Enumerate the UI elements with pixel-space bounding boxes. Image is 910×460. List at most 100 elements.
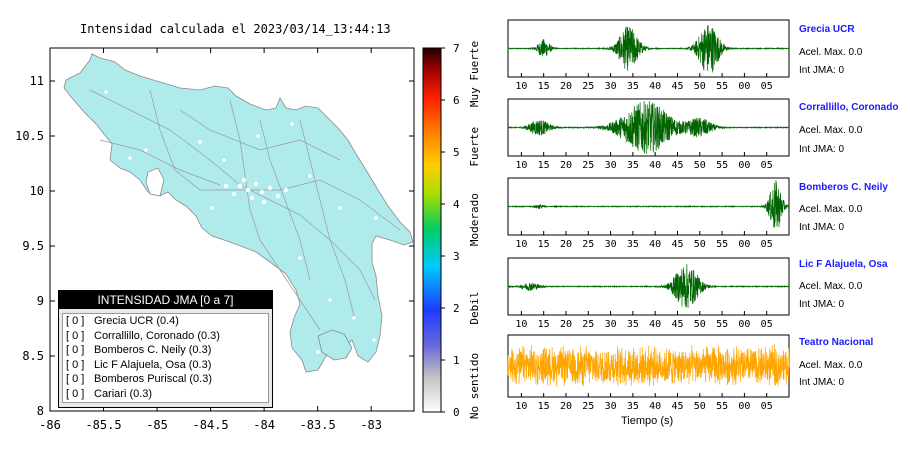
legend-row-label: Grecia UCR (0.4) — [94, 315, 179, 327]
colorbar-category-label: Muy Fuerte — [468, 41, 481, 107]
seismogram-tick-label: 05 — [761, 81, 773, 92]
colorbar-tick-label: 6 — [453, 94, 460, 107]
legend-row-code: [ 0 ] — [66, 358, 85, 371]
seismogram-tick-label: 15 — [538, 319, 550, 330]
map-y-tick-label: 9.5 — [22, 239, 44, 253]
seismogram-tick-label: 40 — [649, 160, 661, 171]
map-title: Intensidad calculada el 2023/03/14_13:44… — [80, 22, 391, 36]
seismogram-tick-label: 30 — [605, 160, 617, 171]
seismogram-trace — [507, 101, 790, 154]
seismogram-tick-label: 55 — [716, 319, 728, 330]
map-y-tick-label: 10.5 — [15, 129, 44, 143]
seismogram-tick-label: 30 — [605, 319, 617, 330]
seismogram-tick-label: 35 — [627, 81, 639, 92]
colorbar-category-label: Fuerte — [468, 127, 481, 167]
map-y-tick-label: 9 — [37, 294, 44, 308]
seismogram-panels: 10 15 20 25 30 35 40 45 50 55 00 05 10 15 20 25 30 35 40 45… — [507, 19, 790, 412]
seismogram-tick-label: 40 — [649, 239, 661, 250]
legend-header: INTENSIDAD JMA [0 a 7] — [59, 291, 272, 309]
seismogram-tick-label: 40 — [649, 81, 661, 92]
seismogram-tick-label: 05 — [761, 160, 773, 171]
road-network — [89, 89, 401, 331]
colorbar-tick-label: 2 — [453, 302, 460, 315]
station-jma: Int JMA: 0 — [799, 222, 845, 233]
osa-peninsula — [317, 329, 353, 361]
intensity-legend: INTENSIDAD JMA [0 a 7] [ 0 ] Grecia UCR (… — [58, 290, 273, 408]
seismogram-tick-label: 20 — [560, 401, 572, 412]
seismogram-tick-label: 15 — [538, 401, 550, 412]
station-jma: Int JMA: 0 — [799, 377, 845, 388]
legend-row: [ 0 ] Cariari (0.3) — [63, 387, 268, 402]
seismogram-tick-label: 35 — [627, 319, 639, 330]
seismogram-tick-label: 40 — [649, 401, 661, 412]
seismogram-tick-label: 20 — [560, 239, 572, 250]
map-x-tick-label: -84 — [253, 418, 275, 432]
map-x-tick-label: -85 — [146, 418, 168, 432]
colorbar-tick-label: 1 — [453, 354, 460, 367]
map-y-tick-label: 11 — [30, 74, 44, 88]
colorbar-gradient — [422, 47, 442, 413]
station-jma: Int JMA: 0 — [799, 144, 845, 155]
seismogram-tick-label: 45 — [671, 401, 683, 412]
colorbar-category-label: No sentido — [468, 353, 481, 419]
intensity-colorbar: 7 6 5 4 3 2 1 0 Muy Fuerte Fuerte Moderado Debil No … — [422, 41, 481, 419]
legend-row-code: [ 0 ] — [66, 373, 85, 385]
seismogram-tick-label: 55 — [716, 239, 728, 250]
legend-row: [ 0 ] Corrallillo, Coronado (0.3) — [63, 329, 268, 344]
seismogram-tick-label: 10 — [515, 319, 527, 330]
seismogram-tick-label: 30 — [605, 239, 617, 250]
seismogram-tick-label: 20 — [560, 81, 572, 92]
seismogram-tick-label: 10 — [515, 160, 527, 171]
map-x-tick-label: -83 — [360, 418, 382, 432]
seismogram-panel: 10 15 20 25 30 35 40 45 50 55 00 05 — [507, 177, 790, 250]
seismogram-tick-label: 45 — [671, 81, 683, 92]
legend-row-code: [ 0 ] — [66, 329, 85, 342]
seismogram-tick-label: 30 — [605, 401, 617, 412]
map-x-tick-label: -83.5 — [300, 418, 336, 432]
seismogram-tick-label: 50 — [694, 81, 706, 92]
seismogram-panel: 10 15 20 25 30 35 40 45 50 55 00 05 — [507, 19, 790, 92]
seismogram-tick-label: 50 — [694, 239, 706, 250]
legend-row-label: Bomberos C. Neily (0.3) — [94, 344, 212, 356]
colorbar-tick-label: 5 — [453, 146, 460, 159]
legend-row-code: [ 0 ] — [66, 387, 85, 400]
station-name: Lic F Alajuela, Osa — [799, 259, 888, 270]
legend-row-label: Cariari (0.3) — [94, 387, 153, 400]
legend-row: [ 0 ] Bomberos C. Neily (0.3) — [63, 343, 268, 358]
legend-row: [ 0 ] Lic F Alajuela, Osa (0.3) — [63, 358, 268, 373]
map-x-tick-label: -85.5 — [85, 418, 121, 432]
station-accel: Acel. Max. 0.0 — [799, 204, 863, 215]
map-y-tick-label: 8 — [37, 404, 44, 418]
seismogram-tick-label: 15 — [538, 81, 550, 92]
station-jma: Int JMA: 0 — [799, 299, 845, 310]
colorbar-category-label: Debil — [468, 291, 481, 324]
city-markers — [104, 90, 378, 354]
legend-row: [ 0 ] Grecia UCR (0.4) — [63, 314, 268, 329]
seismogram-tick-label: 50 — [694, 401, 706, 412]
time-axis-label: Tiempo (s) — [621, 415, 674, 427]
legend-row-label: Bomberos Puriscal (0.3) — [94, 373, 212, 385]
legend-list: [ 0 ] Grecia UCR (0.4) [ 0 ] Corrallillo, … — [62, 313, 269, 403]
seismogram-trace — [507, 264, 790, 308]
station-name: Bomberos C. Neily — [799, 182, 888, 193]
station-name: Corrallillo, Coronado — [799, 102, 899, 113]
seismogram-tick-label: 35 — [627, 401, 639, 412]
seismogram-tick-label: 45 — [671, 239, 683, 250]
seismogram-panel: 10 15 20 25 30 35 40 45 50 55 00 05 — [507, 98, 790, 171]
costa-rica-landmass — [63, 53, 414, 373]
legend-row: [ 0 ] Bomberos Puriscal (0.3) — [63, 372, 268, 387]
seismogram-tick-label: 05 — [761, 239, 773, 250]
seismogram-tick-label: 00 — [738, 319, 750, 330]
station-name: Teatro Nacional — [799, 337, 874, 348]
seismogram-tick-label: 05 — [761, 401, 773, 412]
seismogram-tick-label: 00 — [738, 81, 750, 92]
seismogram-tick-label: 10 — [515, 239, 527, 250]
nicoya-gulf — [145, 167, 165, 197]
seismogram-tick-label: 05 — [761, 319, 773, 330]
seismogram-tick-label: 25 — [582, 319, 594, 330]
seismogram-tick-label: 35 — [627, 160, 639, 171]
seismogram-tick-label: 55 — [716, 160, 728, 171]
seismogram-tick-label: 45 — [671, 160, 683, 171]
station-accel: Acel. Max. 0.0 — [799, 125, 863, 136]
legend-row-code: [ 0 ] — [66, 315, 85, 327]
